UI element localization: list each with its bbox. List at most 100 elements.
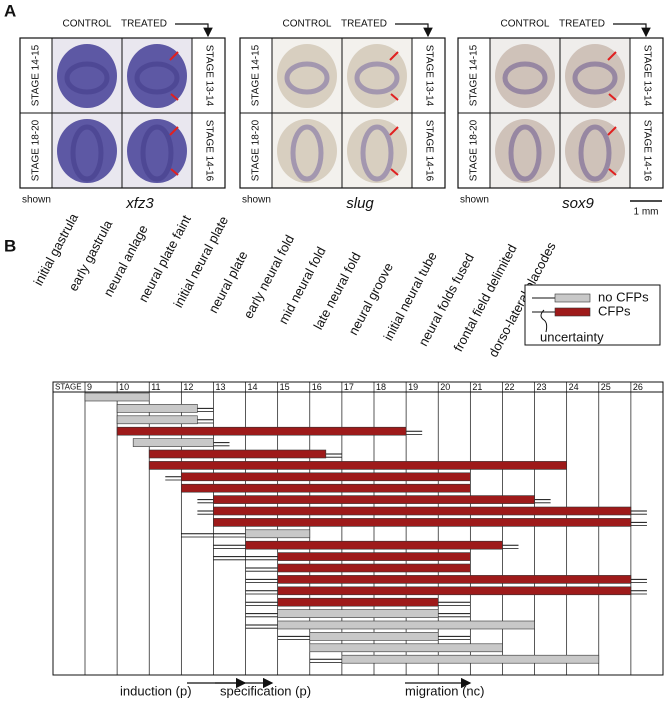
stage-number: 20 <box>440 382 450 392</box>
stage-heading: neural plate <box>205 248 250 315</box>
staining <box>290 124 324 182</box>
embryo <box>57 44 117 108</box>
bar <box>213 518 632 527</box>
embryo <box>127 44 187 108</box>
row-label: STAGE 18-20 <box>31 119 42 181</box>
red-arrow <box>389 126 399 136</box>
panel-label: A <box>4 1 16 20</box>
column-header: TREATED <box>341 19 387 30</box>
red-arrow <box>608 168 617 176</box>
row-label: STAGE 14-15 <box>31 44 42 106</box>
gene-label: sox9 <box>562 195 594 212</box>
row-label: STAGE 13-14 <box>423 45 434 107</box>
note: shown <box>22 195 51 206</box>
bar <box>116 426 407 436</box>
bar <box>309 643 503 653</box>
row-label: STAGE 13-14 <box>641 45 652 107</box>
bar <box>116 415 198 425</box>
bar <box>277 552 471 561</box>
stage-number: 16 <box>312 382 322 392</box>
stage-number: 26 <box>633 382 643 392</box>
row-label: STAGE 13-14 <box>203 45 214 107</box>
red-arrow <box>390 168 399 176</box>
process-label: specification (p) <box>220 683 311 698</box>
bar <box>181 472 471 482</box>
legend-curve <box>540 309 548 333</box>
red-arrow <box>607 126 617 136</box>
treated-arrow <box>613 23 651 38</box>
gene-label: slug <box>346 195 374 212</box>
staining <box>502 61 548 95</box>
staining <box>572 61 618 95</box>
legend-box <box>524 284 661 346</box>
red-arrow <box>169 126 179 136</box>
note: shown <box>460 195 489 206</box>
stage-number: 9 <box>87 382 92 392</box>
embryo <box>347 44 407 108</box>
column-header: TREATED <box>121 19 167 30</box>
stage-number: 15 <box>280 382 290 392</box>
red-arrow <box>608 93 617 101</box>
staining <box>508 124 542 182</box>
legend-label: no CFPs <box>598 289 649 304</box>
treated-arrow <box>395 23 433 38</box>
embryo <box>127 119 187 183</box>
bar <box>84 392 150 402</box>
embryo <box>565 119 625 183</box>
column-header: TREATED <box>559 19 605 30</box>
stage-number: 12 <box>183 382 193 392</box>
bar <box>277 575 632 584</box>
bar <box>277 586 632 596</box>
bar <box>277 609 439 618</box>
embryo <box>495 119 555 183</box>
bar <box>341 654 600 664</box>
bar <box>132 438 214 447</box>
bar <box>277 620 535 630</box>
column-header: CONTROL <box>283 19 332 30</box>
bar <box>277 597 439 607</box>
row-label: STAGE 14-16 <box>203 120 214 182</box>
red-arrow <box>607 51 617 61</box>
legend-swatch <box>554 307 591 317</box>
bar <box>277 563 471 573</box>
bar <box>213 506 632 516</box>
table-frame <box>52 381 664 676</box>
bar <box>309 632 439 641</box>
column-header: CONTROL <box>63 19 112 30</box>
bar <box>245 529 311 539</box>
staining <box>140 124 174 182</box>
stage-number: 24 <box>569 382 579 392</box>
treated-arrow <box>175 23 213 38</box>
stage-number: 19 <box>408 382 418 392</box>
red-arrow <box>170 93 179 101</box>
stage-number: 22 <box>504 382 514 392</box>
stage-number: 21 <box>472 382 482 392</box>
staining <box>70 124 104 182</box>
gene-label: xfz3 <box>125 195 154 212</box>
legend-label: uncertainty <box>540 329 604 344</box>
embryo <box>495 44 555 108</box>
staining <box>578 124 612 182</box>
red-arrow <box>389 51 399 61</box>
legend-label: CFPs <box>598 303 631 318</box>
embryo <box>277 119 337 183</box>
embryo <box>565 44 625 108</box>
bar <box>116 404 198 413</box>
panel-label: B <box>4 236 16 255</box>
staining <box>134 61 180 95</box>
stage-label: STAGE <box>55 383 82 392</box>
bar <box>181 483 471 493</box>
stage-number: 17 <box>344 382 354 392</box>
embryo <box>277 44 337 108</box>
row-label: STAGE 18-20 <box>251 119 262 181</box>
red-arrow <box>390 93 399 101</box>
embryo <box>347 119 407 183</box>
row-label: STAGE 14-16 <box>423 120 434 182</box>
red-arrow <box>169 51 179 61</box>
embryo <box>57 119 117 183</box>
row-label: STAGE 14-15 <box>469 44 480 106</box>
staining <box>64 61 110 95</box>
stage-number: 25 <box>601 382 611 392</box>
